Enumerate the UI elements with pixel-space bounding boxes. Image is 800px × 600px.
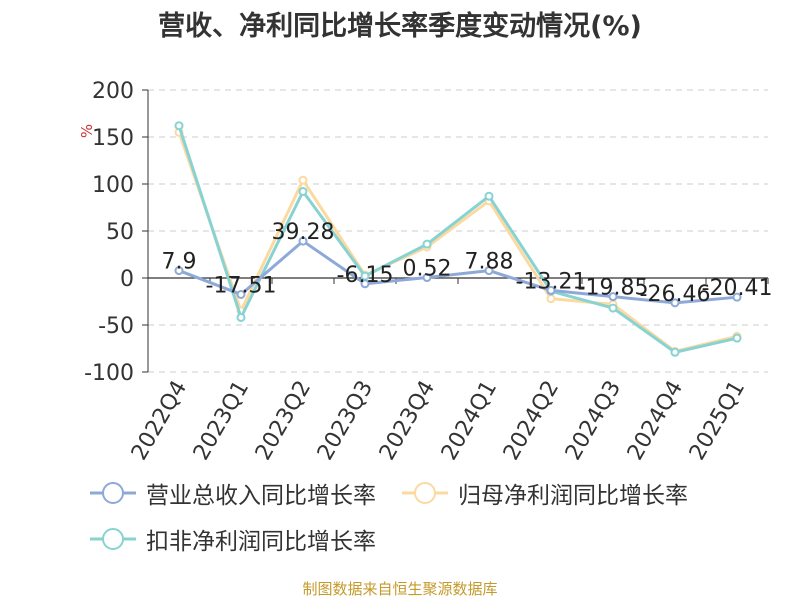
legend-row-1: 营业总收入同比增长率 归母净利润同比增长率 [88, 476, 712, 510]
data-point [422, 273, 432, 283]
y-tick-label: 100 [92, 173, 134, 198]
legend-row-2: 扣非净利润同比增长率 [88, 522, 400, 556]
data-point [546, 294, 556, 304]
data-point [670, 298, 680, 308]
legend-item-deducted-profit[interactable]: 扣非净利润同比增长率 [88, 522, 376, 556]
y-tick-label: 200 [92, 79, 134, 104]
series-lines [174, 121, 742, 357]
data-point [484, 266, 494, 276]
data-point [422, 239, 432, 249]
legend-label-revenue: 营业总收入同比增长率 [146, 483, 376, 509]
series-line [178, 239, 738, 305]
data-point [546, 285, 556, 295]
data-point [236, 289, 246, 299]
series-line [177, 125, 738, 354]
data-label: -13.21 [516, 269, 587, 294]
data-point [608, 292, 618, 302]
x-tick-label: 2023Q3 [313, 377, 378, 465]
y-axis-unit-label: % [78, 124, 96, 138]
legend-revenue-icon [90, 482, 136, 504]
data-label: -20.41 [702, 276, 773, 301]
y-tick-label: 150 [92, 126, 134, 151]
x-tick-label: 2024Q1 [437, 377, 502, 465]
data-point [174, 121, 184, 131]
data-point [298, 236, 308, 246]
y-tick-label: 0 [120, 267, 134, 292]
legend-item-net-profit[interactable]: 归母净利润同比增长率 [400, 476, 688, 510]
data-label: -6.15 [337, 263, 394, 288]
data-point [670, 347, 680, 357]
x-tick-label: 2023Q2 [251, 377, 316, 465]
data-label: 39.28 [272, 220, 335, 245]
x-tick-label: 2024Q4 [623, 377, 688, 465]
gridlines [148, 89, 768, 373]
x-tick-label: 2024Q2 [499, 377, 564, 465]
data-label: -19.85 [578, 276, 649, 301]
y-tick-label: -100 [84, 361, 134, 386]
data-label: 7.9 [162, 250, 197, 275]
y-tick-label: 50 [106, 220, 134, 245]
x-tick-label: 2022Q4 [127, 377, 192, 465]
legend-item-revenue[interactable]: 营业总收入同比增长率 [88, 476, 376, 510]
legend-deducted-profit-icon [90, 528, 136, 550]
data-point [732, 292, 742, 302]
data-point [360, 279, 370, 289]
chart-title: 营收、净利同比增长率季度变动情况(%) [158, 11, 642, 42]
data-label: -17.51 [206, 273, 277, 298]
data-point [298, 175, 308, 185]
y-tick-label: -50 [98, 314, 134, 339]
data-point [732, 333, 742, 343]
legend-label-deducted-profit: 扣非净利润同比增长率 [146, 529, 376, 555]
data-point [608, 303, 618, 313]
data-label: 0.52 [403, 257, 452, 282]
legend-net-profit-icon [402, 482, 448, 504]
data-point [298, 187, 308, 197]
data-point [236, 312, 246, 322]
data-label: 7.88 [465, 250, 514, 275]
source-note: 制图数据来自恒生聚源数据库 [302, 580, 498, 598]
data-point [484, 191, 494, 201]
data-point [174, 266, 184, 276]
x-tick-label: 2025Q1 [685, 377, 750, 465]
data-label: -26.46 [640, 282, 711, 307]
x-tick-label: 2024Q3 [561, 377, 626, 465]
x-tick-label: 2023Q4 [375, 377, 440, 465]
x-tick-label: 2023Q1 [189, 377, 254, 465]
series-line [177, 131, 738, 353]
legend-label-net-profit: 归母净利润同比增长率 [458, 483, 688, 509]
